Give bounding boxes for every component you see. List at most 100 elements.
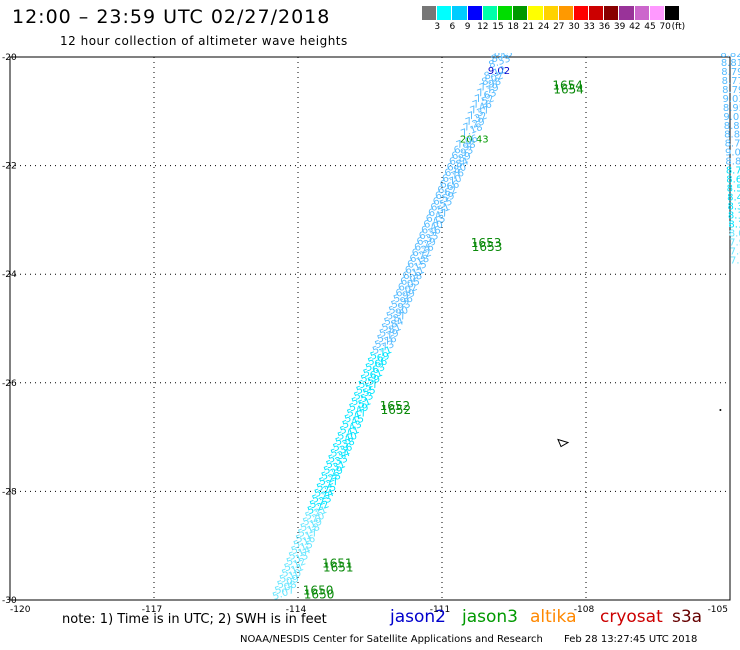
scale-label: 6 <box>449 22 456 32</box>
y-tick-label: -28 <box>2 487 17 497</box>
x-tick-label: -114 <box>286 605 307 615</box>
swh-label: 7.94 <box>729 237 740 248</box>
swh-label: 8.47 <box>727 193 740 204</box>
legend-cryosat: cryosat <box>600 607 663 627</box>
swh-label: 8.31 <box>727 202 740 213</box>
x-tick-label: -111 <box>430 605 450 615</box>
swh-label: 8.56 <box>727 184 740 195</box>
y-tick-label: -30 <box>2 596 17 606</box>
swh-label: 8.88 <box>724 121 740 132</box>
swh-label: 8.78 <box>726 166 740 177</box>
swh-label: 8.61 <box>726 175 740 186</box>
swh-label: 8.81 <box>721 58 740 69</box>
legend-altika: altika <box>530 607 577 627</box>
swh-label: 8.01 <box>729 228 740 239</box>
swh-label: 8.77 <box>722 76 740 87</box>
x-tick-label: -120 <box>10 605 31 615</box>
time-label: 1651 <box>323 560 354 574</box>
scale-label: 3 <box>434 22 441 32</box>
scale-swatch <box>665 6 681 20</box>
time-label: 1654 <box>552 79 583 93</box>
swh-label: 8.70 <box>725 139 740 150</box>
time-label: 1651 <box>322 556 353 570</box>
time-label: 1650 <box>303 584 334 598</box>
scale-swatch <box>467 6 483 20</box>
map-subtitle: 12 hour collection of altimeter wave hei… <box>60 34 348 48</box>
scale-label: 36 <box>598 22 611 32</box>
scale-label: 70 <box>659 22 671 32</box>
scale-swatch <box>619 6 635 20</box>
swh-label: 9.01 <box>723 112 740 123</box>
x-tick-label: -108 <box>574 605 595 615</box>
color-scale <box>422 6 681 20</box>
scale-swatch <box>589 6 605 20</box>
legend-jason3: jason3 <box>462 607 518 627</box>
scale-swatch <box>528 6 544 20</box>
swh-label: 8.84 <box>724 130 740 141</box>
scale-label: 33 <box>583 22 595 32</box>
time-label: 1650 <box>304 588 335 602</box>
main-track: 8.878.458.339.028.128.027.987.797.637.52… <box>271 42 517 603</box>
island-dot-marker <box>719 408 722 411</box>
map-frame <box>9 56 731 601</box>
y-tick-label: -24 <box>2 270 17 280</box>
scale-swatch <box>604 6 620 20</box>
scale-swatch <box>437 6 453 20</box>
footer-note: note: 1) Time is in UTC; 2) SWH is in fe… <box>62 612 327 627</box>
y-tick-label: -26 <box>2 379 17 389</box>
scale-swatch <box>634 6 650 20</box>
scale-label: 18 <box>507 22 519 32</box>
y-tick-label: -20 <box>2 53 17 63</box>
scale-label: 24 <box>537 22 550 32</box>
x-tick-label: -105 <box>708 605 728 615</box>
scale-label: 9 <box>464 22 471 32</box>
legend-s3a: s3a <box>672 607 703 627</box>
island-marker <box>557 438 570 448</box>
swh-label: 8.79 <box>722 85 740 96</box>
scale-label: 42 <box>629 22 641 32</box>
swh-label: 8.12 <box>728 219 740 230</box>
swh-label: 9.03 <box>722 94 740 105</box>
scale-swatch <box>482 6 498 20</box>
swh-label: 8.19 <box>728 210 740 221</box>
scale-swatch <box>422 6 438 20</box>
time-label: 1653 <box>471 236 502 250</box>
swh-label: 8.82 <box>725 157 740 168</box>
scale-label: 15 <box>492 22 504 32</box>
scale-label: 45 <box>644 22 656 32</box>
footer-credit: NOAA/NESDIS Center for Satellite Applica… <box>240 634 697 645</box>
scale-label: 12 <box>477 22 489 32</box>
swh-label: 8.82 <box>720 49 740 60</box>
time-label: 1653 <box>472 240 503 254</box>
legend-jason2: jason2 <box>390 607 446 627</box>
map-title: 12:00 – 23:59 UTC 02/27/2018 <box>12 6 331 28</box>
time-label: 1652 <box>381 403 412 417</box>
scale-label: 30 <box>568 22 580 32</box>
scale-label: (ft) <box>671 22 686 32</box>
time-label: 1652 <box>380 399 411 413</box>
scale-label: 21 <box>522 22 535 32</box>
swh-label: 7.88 <box>730 246 740 257</box>
swh-label: 8.95 <box>723 103 740 114</box>
scale-label: 27 <box>553 22 565 32</box>
scale-swatch <box>649 6 665 20</box>
time-label: 1654 <box>553 83 584 97</box>
scale-swatch <box>497 6 514 20</box>
credit-text: NOAA/NESDIS Center for Satellite Applica… <box>240 634 543 645</box>
scale-label: 39 <box>613 22 626 32</box>
swh-label: 7.83 <box>730 255 740 266</box>
scale-swatch <box>573 6 590 20</box>
scale-swatch <box>513 6 529 20</box>
scale-swatch <box>543 6 559 20</box>
swh-label: 8.79 <box>721 67 740 78</box>
swh-label: 20.43 <box>460 135 489 146</box>
scale-swatch <box>452 6 468 20</box>
color-scale-labels: 3 6 9 12 15 18 21 24 27 30 33 36 39 42 45 70 (ft) <box>422 22 740 34</box>
swh-label: 9.02 <box>488 66 510 77</box>
scale-swatch <box>558 6 574 20</box>
credit-timestamp: Feb 28 13:27:45 UTC 2018 <box>564 634 698 645</box>
x-tick-label: -117 <box>142 605 162 615</box>
swh-label: 8.87 <box>492 42 517 60</box>
edge-track: 8.828.818.798.778.799.038.959.018.888.84… <box>720 49 740 266</box>
